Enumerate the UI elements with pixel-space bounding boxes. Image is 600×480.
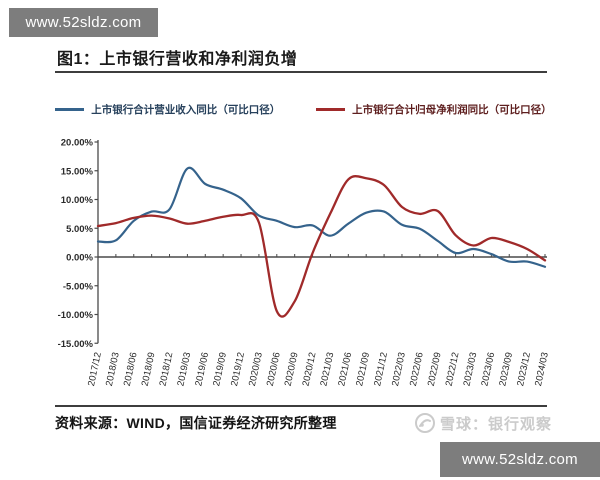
x-tick-label: 2023/09 [497, 351, 515, 387]
x-tick-label: 2018/12 [158, 351, 176, 387]
x-tick-label: 2022/06 [408, 351, 426, 387]
legend-item-revenue: 上市银行合计营业收入同比（可比口径） [55, 102, 281, 117]
x-tick-label: 2022/12 [444, 351, 462, 387]
y-tick-label: 0.00% [66, 253, 93, 264]
y-tick-label: -5.00% [63, 281, 94, 292]
x-tick-label: 2019/09 [211, 351, 229, 387]
legend-label-profit: 上市银行合计归母净利润同比（可比口径） [352, 103, 552, 116]
series-profit-line [96, 175, 547, 318]
x-tick-label: 2018/06 [122, 351, 140, 387]
y-tick-label: 10.00% [61, 195, 94, 206]
watermark-text: www.52sldz.com [25, 14, 142, 31]
x-tick-label: 2017/12 [86, 351, 104, 387]
watermark-top-left: www.52sldz.com [9, 8, 158, 37]
x-tick-label: 2018/03 [104, 351, 122, 387]
title-underline [55, 71, 547, 73]
y-tick-label: 20.00% [61, 138, 94, 149]
x-tick-label: 2022/09 [426, 351, 444, 387]
line-chart: 20.00% 15.00% 10.00% 5.00% 0.00% -5.00% -10.00… [58, 138, 551, 388]
y-tick-label: -15.00% [58, 339, 94, 350]
profit-line-swatch [315, 107, 346, 111]
x-tick-label: 2024/03 [533, 351, 551, 387]
x-tick-label: 2019/06 [193, 351, 211, 387]
legend-item-profit: 上市银行合计归母净利润同比（可比口径） [315, 102, 552, 117]
chart-legend: 上市银行合计营业收入同比（可比口径） 上市银行合计归母净利润同比（可比口径） [55, 100, 552, 118]
legend-label-revenue: 上市银行合计营业收入同比（可比口径） [91, 103, 281, 116]
publisher-watermark-text: 雪球：银行观察 [440, 415, 553, 433]
y-tick-label: 15.00% [61, 166, 94, 177]
x-tick-label: 2022/03 [390, 351, 408, 387]
x-tick-label: 2023/12 [515, 351, 533, 387]
publisher-watermark: 雪球：银行观察 [414, 411, 552, 435]
x-tick-label: 2023/03 [462, 351, 480, 387]
y-tick-label: 5.00% [66, 224, 93, 235]
source-separator-line [55, 405, 547, 407]
x-tick-label: 2021/09 [354, 351, 372, 387]
x-tick-label: 2021/12 [372, 351, 390, 387]
y-tick-label: -10.00% [58, 310, 94, 321]
watermark-text: www.52sldz.com [462, 451, 578, 468]
x-tick-label: 2023/06 [479, 351, 497, 387]
x-tick-label: 2019/03 [175, 351, 193, 387]
figure-title: 图1：上市银行营收和净利润负增 [57, 51, 298, 68]
watermark-bottom-right: www.52sldz.com [440, 442, 600, 477]
x-tick-label: 2021/03 [318, 351, 336, 387]
x-tick-label: 2020/12 [301, 351, 319, 387]
x-tick-label: 2020/03 [247, 351, 265, 387]
x-tick-label: 2019/12 [229, 351, 247, 387]
x-tick-label: 2020/09 [283, 351, 301, 387]
x-tick-label: 2021/06 [336, 351, 354, 387]
revenue-line-swatch [55, 107, 85, 111]
source-text: 资料来源：WIND，国信证券经济研究所整理 [55, 415, 337, 431]
xueqiu-circle-icon [415, 413, 435, 433]
x-tick-label: 2020/06 [265, 351, 283, 387]
x-tick-label: 2018/09 [140, 351, 158, 387]
